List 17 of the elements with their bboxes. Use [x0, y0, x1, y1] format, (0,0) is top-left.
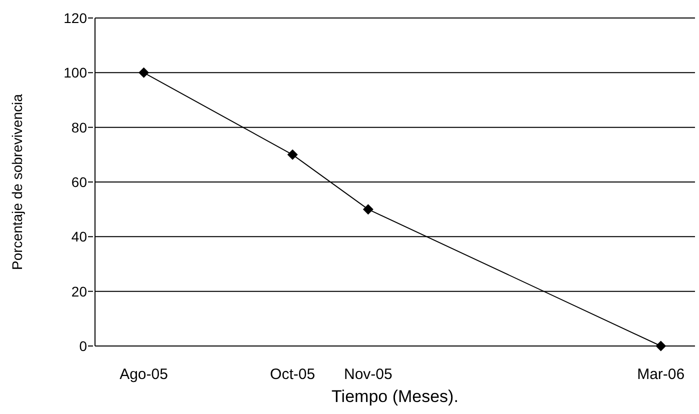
point: [362, 204, 374, 215]
y-tick-label: 120: [64, 10, 88, 26]
y-tick-label: 80: [71, 119, 88, 136]
y-tick-label: 0: [79, 338, 88, 354]
x-tick-label: Nov-05: [344, 366, 392, 383]
point: [138, 67, 150, 78]
y-axis-title: Porcentaje de sobrevivencia: [9, 94, 25, 270]
x-tick-label: Ago-05: [120, 366, 168, 383]
x-tick-label: Oct-05: [270, 366, 316, 383]
y-tick-label: 100: [64, 64, 88, 81]
x-axis-title: Tiempo (Meses).: [332, 387, 458, 406]
x-tick-label: Mar-06: [637, 366, 685, 383]
y-tick-label: 20: [71, 283, 88, 300]
y-tick-label: 40: [71, 228, 88, 245]
point: [656, 340, 666, 352]
point: [287, 149, 298, 160]
y-tick-label: 60: [71, 174, 88, 190]
